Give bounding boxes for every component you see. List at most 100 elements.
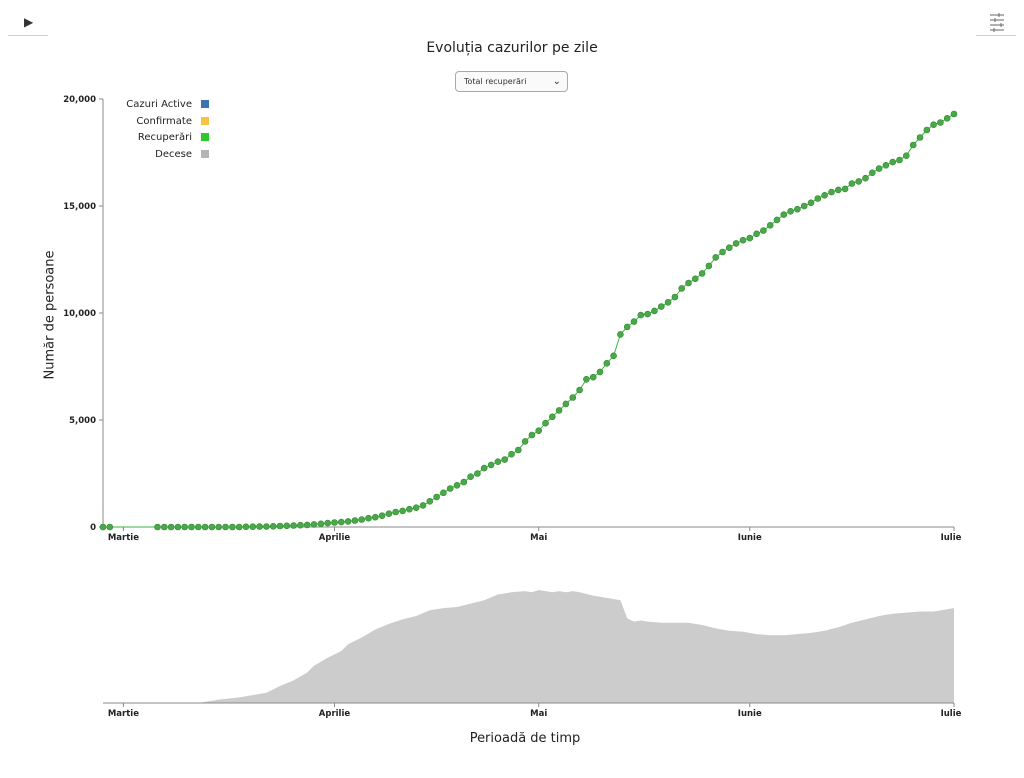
y-tick-label: 10,000 [63,309,96,319]
data-point [208,523,216,531]
data-point [440,489,447,497]
data-point [671,293,679,301]
data-point [419,502,427,509]
data-point [297,521,304,529]
y-tick-label: 20,000 [63,95,96,105]
data-point [800,202,808,210]
data-point [249,523,257,531]
data-point [222,523,229,531]
data-point [188,523,195,531]
data-point [480,464,488,472]
data-point [426,497,434,505]
legend-swatch [201,149,209,158]
data-point [555,407,563,414]
data-point [943,115,951,122]
context-x-tick-label: Aprilie [319,709,351,719]
data-point [814,195,822,202]
data-point [337,518,345,526]
data-point [589,373,597,381]
data-point [201,523,209,531]
data-point [242,523,250,531]
context-x-tick-label: Martie [108,709,139,719]
data-point [215,523,222,531]
data-point [256,523,263,530]
data-point [235,523,243,531]
data-point [514,446,522,454]
data-point [371,513,379,521]
recoveries-line [103,113,955,528]
data-point [930,121,937,128]
data-point [331,519,338,526]
data-point [841,185,849,193]
data-point [889,158,897,166]
data-point [637,311,645,319]
y-tick-label: 0 [90,523,96,533]
data-point [882,162,890,169]
legend: Cazuri Active Confirmate Recuperări Dece… [60,98,212,164]
data-point [678,285,686,292]
data-point [365,514,372,522]
x-tick-label: Martie [108,533,139,543]
data-point [99,523,107,531]
data-point [392,508,400,516]
data-point [474,470,481,477]
data-point [603,359,611,367]
data-point [848,180,856,187]
data-point [712,254,720,261]
legend-item[interactable]: Decese [60,148,212,165]
legend-item[interactable]: Confirmate [60,115,212,132]
data-point [950,110,958,118]
data-point [358,516,366,523]
data-point [834,186,842,194]
data-point [739,236,747,244]
data-point [896,156,903,164]
legend-swatch [201,133,209,141]
data-point [691,275,699,283]
data-point [535,427,543,435]
data-point [317,520,325,528]
data-point [807,199,815,207]
data-point [794,205,801,213]
settings-button[interactable] [976,8,1016,36]
data-point [698,270,706,277]
data-point [746,234,754,242]
data-point [821,192,828,199]
play-button[interactable]: ▶ [8,8,48,36]
context-x-tick-label: Mai [530,709,547,719]
x-axis-label: Perioadă de timp [469,731,581,746]
legend-item[interactable]: Cazuri Active [60,98,212,115]
data-point [855,178,863,185]
data-point [780,211,788,218]
data-point [494,458,502,466]
context-x-tick-label: Iulie [941,709,962,719]
legend-label: Cazuri Active [126,99,192,110]
data-point [412,504,420,512]
data-point [263,523,270,530]
data-point [773,216,781,224]
data-point [508,450,515,458]
data-point [303,521,311,529]
y-tick-label: 15,000 [63,202,96,212]
data-point [528,431,536,439]
x-tick-label: Aprilie [319,533,351,543]
data-point [719,248,726,256]
data-point [651,307,658,315]
series-select-value: Total recuperări [464,77,527,86]
data-point [283,522,291,530]
data-point [181,523,188,531]
chart-title: Evoluția cazurilor pe zile [426,40,598,56]
series-select[interactable]: Total recuperări ⌄ [455,71,568,92]
data-point [562,400,570,408]
legend-item[interactable]: Recuperări [60,131,212,148]
data-point [902,152,910,159]
sliders-icon [990,13,1004,32]
data-point [351,517,359,524]
data-point [664,298,672,306]
data-point [862,174,869,182]
data-point [167,523,175,531]
context-area [103,590,954,703]
data-point [725,244,733,251]
data-point [276,522,284,530]
data-point [229,523,236,531]
data-point [344,518,352,525]
